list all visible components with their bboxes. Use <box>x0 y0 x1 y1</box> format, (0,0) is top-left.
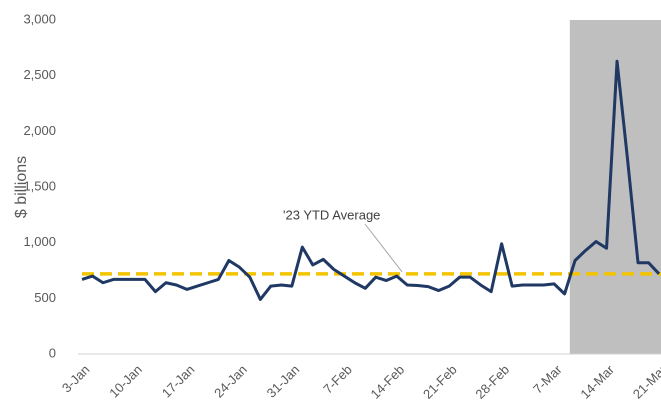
y-tick-label: 2,000 <box>23 123 56 138</box>
annotation-leader <box>364 223 403 273</box>
x-tick-label: 17-Jan <box>159 362 198 401</box>
y-tick-label: 1,000 <box>23 234 56 249</box>
y-tick-label: 500 <box>34 290 56 305</box>
data-line <box>81 59 661 301</box>
annotation: '23 YTD Average <box>283 207 380 222</box>
y-tick-label: 2,500 <box>23 67 56 82</box>
y-tick-label: 0 <box>49 345 56 360</box>
x-tick-label: 21-Mar <box>630 361 661 401</box>
x-tick-label: 10-Jan <box>106 362 145 401</box>
x-tick-label: 14-Feb <box>368 362 408 402</box>
x-tick-label: 28-Feb <box>472 362 512 402</box>
x-tick-label: 3-Jan <box>59 362 93 396</box>
x-tick-label: 24-Jan <box>211 362 250 401</box>
y-tick-label: 3,000 <box>23 11 56 26</box>
x-tick-label: 14-Mar <box>577 361 617 401</box>
y-tick-label: 1,500 <box>23 178 56 193</box>
y-axis-label: $ billions <box>13 156 30 218</box>
x-tick-label: 7-Feb <box>320 362 355 397</box>
x-tick-label: 7-Mar <box>530 361 565 396</box>
x-tick-label: 21-Feb <box>420 362 460 402</box>
x-tick-label: 31-Jan <box>264 362 303 401</box>
